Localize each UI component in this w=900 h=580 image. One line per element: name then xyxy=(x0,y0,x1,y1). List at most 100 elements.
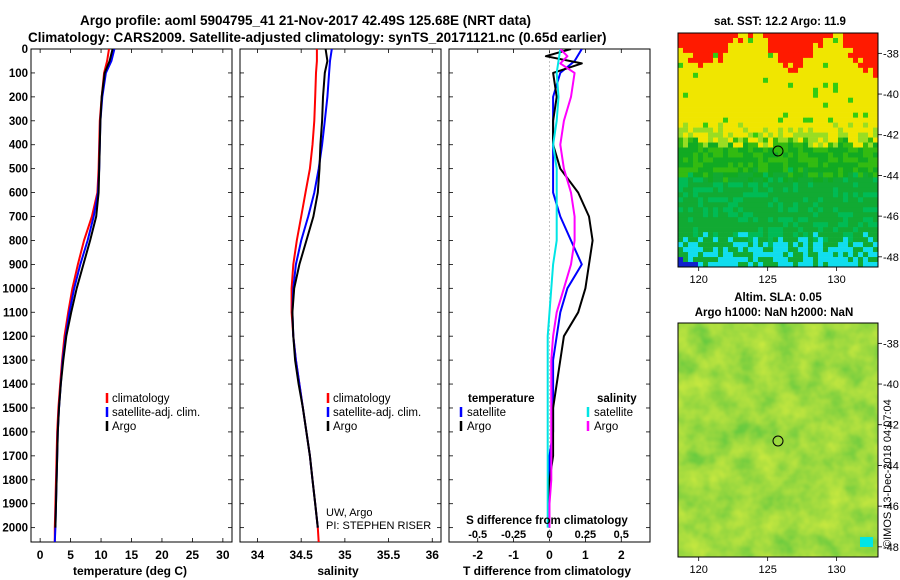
sst-cell xyxy=(833,197,839,203)
sst-cell xyxy=(693,77,699,84)
sst-cell xyxy=(783,42,789,49)
sst-cell xyxy=(873,33,879,39)
sst-cell xyxy=(858,242,864,248)
sst-cell xyxy=(733,217,739,223)
sst-cell xyxy=(838,252,844,258)
sst-cell xyxy=(713,117,719,123)
sst-cell xyxy=(718,47,724,54)
x-tick-label: 5 xyxy=(67,548,74,562)
sst-cell xyxy=(713,92,719,99)
sst-cell xyxy=(768,72,774,79)
sst-cell xyxy=(678,122,684,128)
sst-cell xyxy=(723,232,729,238)
sst-cell xyxy=(863,262,869,268)
sst-cell xyxy=(718,102,724,108)
sst-cell xyxy=(768,202,774,208)
sst-cell xyxy=(693,217,699,223)
sst-cell xyxy=(758,232,764,238)
sst-cell xyxy=(843,67,849,74)
sst-cell xyxy=(773,132,779,138)
sst-cell xyxy=(798,72,804,79)
sst-cell xyxy=(843,232,849,238)
sst-cell xyxy=(713,252,719,258)
sst-cell xyxy=(828,187,834,193)
sst-cell xyxy=(863,187,869,193)
sst-cell xyxy=(688,187,694,193)
sst-cell xyxy=(703,217,709,223)
sst-cell xyxy=(743,182,749,188)
lon-tick-label: 130 xyxy=(827,564,845,576)
sst-cell xyxy=(748,42,754,49)
sst-cell xyxy=(803,92,809,99)
sst-cell xyxy=(743,127,749,133)
sst-cell xyxy=(823,182,829,188)
sst-cell xyxy=(778,252,784,258)
series-line-t-argo xyxy=(544,49,594,528)
sla-map: -38-40-42-44-46-48 120 125 130 xyxy=(677,322,899,576)
sst-cell xyxy=(773,232,779,238)
sst-cell xyxy=(733,82,739,89)
sst-cell xyxy=(718,117,724,123)
sst-cell xyxy=(833,247,839,253)
sst-cell xyxy=(708,132,714,138)
sst-cell xyxy=(763,42,769,49)
sst-lon-axis: 120 125 130 xyxy=(690,267,846,286)
sst-cell xyxy=(728,142,734,148)
sst-cell xyxy=(823,62,829,69)
sst-cell xyxy=(823,262,829,268)
sst-cell xyxy=(803,197,809,203)
sst-cell xyxy=(683,132,689,138)
sst-cell xyxy=(848,257,854,263)
sst-cell xyxy=(803,97,809,103)
sst-cell xyxy=(748,33,754,39)
sst-cell xyxy=(728,187,734,193)
sst-cell xyxy=(768,82,774,89)
sst-cell xyxy=(723,247,729,253)
sst-cell xyxy=(748,52,754,59)
sst-cell xyxy=(728,262,734,268)
sst-cell xyxy=(843,182,849,188)
sst-cell xyxy=(758,47,764,54)
sst-cell xyxy=(843,202,849,208)
sst-cell xyxy=(798,242,804,248)
sst-cell xyxy=(698,82,704,89)
sst-cell xyxy=(763,97,769,103)
sst-cell xyxy=(778,167,784,173)
sst-cell xyxy=(788,137,794,143)
sst-cell xyxy=(793,172,799,178)
depth-tick-label: 1000 xyxy=(2,283,28,295)
sst-cell xyxy=(703,152,709,158)
sst-cell xyxy=(683,107,689,113)
sst-cell xyxy=(768,67,774,74)
sst-cell xyxy=(818,152,824,158)
sst-cell xyxy=(788,217,794,223)
sst-cell xyxy=(818,162,824,168)
sst-cell xyxy=(828,87,834,94)
x-tick-label: 36 xyxy=(426,548,440,562)
sst-cell xyxy=(738,137,744,143)
sst-cell xyxy=(743,202,749,208)
sst-cell xyxy=(848,102,854,108)
sst-cell xyxy=(843,262,849,268)
series-line-s-satellite xyxy=(546,49,562,528)
sst-cell xyxy=(708,127,714,133)
sst-cell xyxy=(803,87,809,94)
sst-cell xyxy=(803,77,809,84)
sst-cell xyxy=(733,37,739,44)
sst-cell xyxy=(763,117,769,123)
sst-cell xyxy=(708,217,714,223)
sst-cell xyxy=(688,197,694,203)
sst-cell xyxy=(693,117,699,123)
lat-tick-label: -44 xyxy=(883,170,899,182)
sst-cell xyxy=(758,57,764,64)
sst-cell xyxy=(783,197,789,203)
sst-cell xyxy=(708,137,714,143)
sst-cell xyxy=(758,142,764,148)
sst-cell xyxy=(873,52,879,59)
sst-cell xyxy=(733,52,739,59)
sst-cell xyxy=(798,197,804,203)
sst-cell xyxy=(768,247,774,253)
sst-cell xyxy=(728,217,734,223)
sst-cell xyxy=(823,107,829,113)
sst-cell xyxy=(873,252,879,258)
